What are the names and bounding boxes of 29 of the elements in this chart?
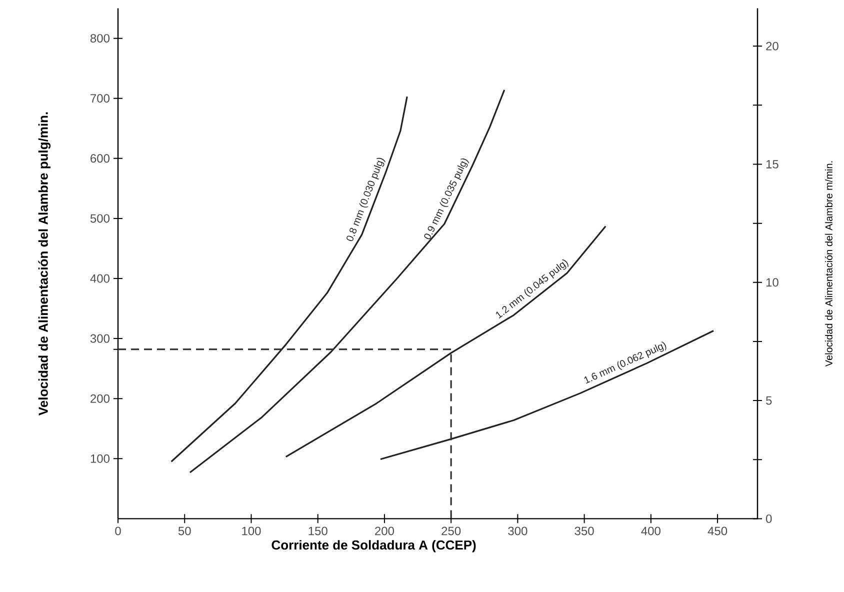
y-tick-label: 700 [90, 94, 110, 103]
y2-tick-label: 5 [766, 396, 772, 405]
y-tick-label: 300 [90, 334, 110, 343]
x-tick-label: 450 [708, 526, 728, 536]
line-series [380, 330, 714, 460]
x-tick-label: 400 [641, 526, 660, 536]
x-tick-label: 150 [308, 526, 328, 536]
y2-tick-label: 15 [766, 160, 778, 168]
y2-tick-label: 0 [766, 514, 772, 523]
y-tick-label: 100 [90, 454, 110, 463]
y-tick-label: 200 [90, 394, 110, 403]
y-tick-label: 600 [90, 154, 110, 163]
y-tick-label: 400 [90, 274, 110, 283]
x-axis-title: Corriente de Soldadura A (CCEP) [272, 540, 476, 552]
y2-axis-title: Velocidad de Alimentación del Alambre m/min. [824, 161, 832, 367]
y2-tick-label: 20 [766, 42, 778, 50]
y-axis-title: Velocidad de Alimentación del Alambre pulg/min. [38, 112, 51, 416]
x-tick-label: 100 [242, 526, 261, 536]
y-tick-label: 800 [90, 34, 110, 43]
x-tick-label: 0 [115, 526, 121, 536]
y2-tick-label: 10 [766, 278, 778, 287]
x-tick-label: 300 [508, 526, 528, 536]
x-tick-label: 50 [178, 526, 191, 536]
text: 0.8 mm (0.030 pulg) [346, 158, 386, 242]
x-tick-label: 350 [574, 526, 594, 536]
x-tick-label: 250 [442, 526, 461, 536]
line-series [170, 96, 408, 462]
x-tick-label: 200 [375, 526, 394, 536]
y-tick-label: 500 [90, 214, 110, 223]
